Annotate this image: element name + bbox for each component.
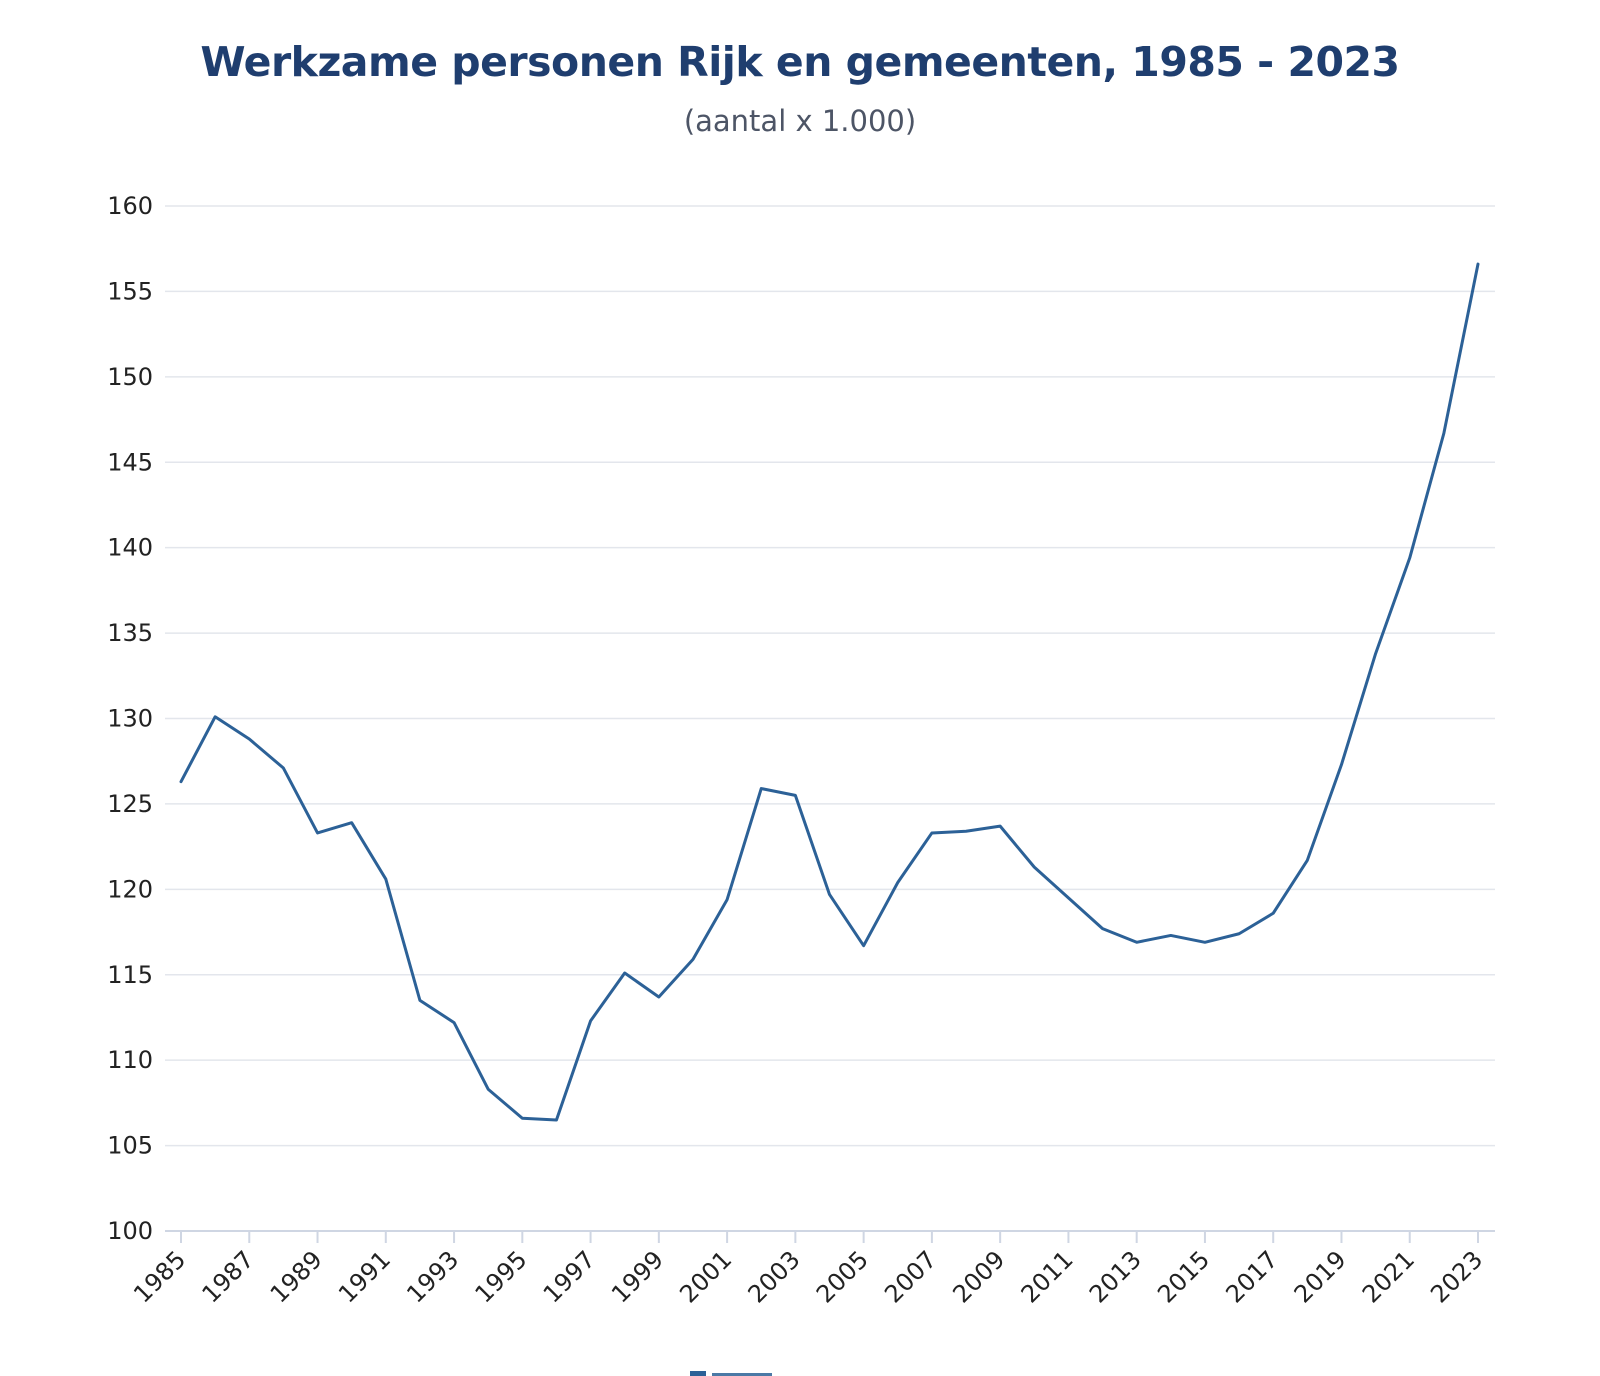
x-tick-label: 1985: [128, 1245, 191, 1308]
y-tick-label: 110: [107, 1046, 153, 1074]
x-tick-label: 2013: [1084, 1245, 1147, 1308]
legend-swatch: [690, 1371, 706, 1376]
x-tick-label: 2009: [947, 1245, 1010, 1308]
x-tick-label: 2001: [674, 1245, 737, 1308]
x-tick-label: 1993: [401, 1245, 464, 1308]
x-tick-label: 2023: [1425, 1245, 1488, 1308]
x-tick-label: 1999: [606, 1245, 669, 1308]
x-tick-label: 2021: [1357, 1245, 1420, 1308]
y-axis-labels: 100 105 110 115 120 125 130 135 140 145 150 155 160: [107, 192, 153, 1245]
x-tick-label: 1989: [265, 1245, 328, 1308]
x-tick-label: 1991: [333, 1245, 396, 1308]
y-tick-label: 120: [107, 875, 153, 903]
gridlines: [165, 205, 1495, 1147]
y-tick-label: 140: [107, 534, 153, 562]
chart-title: Werkzame personen Rijk en gemeenten, 198…: [200, 38, 1400, 86]
series-layer: [179, 262, 1480, 1122]
x-tick-label: 2017: [1220, 1245, 1283, 1308]
x-tick-label: 2011: [1016, 1245, 1079, 1308]
x-tick-label: 2005: [811, 1245, 874, 1308]
x-tick-label: 1995: [470, 1245, 533, 1308]
legend-stub[interactable]: [690, 1366, 840, 1376]
y-tick-label: 160: [107, 192, 153, 220]
x-tick-label: 2015: [1152, 1245, 1215, 1308]
x-axis: [165, 1230, 1495, 1243]
legend-series-marker: [690, 1371, 772, 1376]
series-line: [179, 262, 1480, 1122]
x-tick-label: 2007: [879, 1245, 942, 1308]
y-tick-label: 125: [107, 790, 153, 818]
y-tick-label: 130: [107, 705, 153, 733]
x-tick-label: 1987: [197, 1245, 260, 1308]
x-tick-label: 2003: [743, 1245, 806, 1308]
y-tick-label: 100: [107, 1217, 153, 1245]
x-tick-label: 2019: [1289, 1245, 1352, 1308]
y-tick-label: 145: [107, 448, 153, 476]
chart-subtitle: (aantal x 1.000): [683, 104, 917, 138]
legend-text-top: [712, 1373, 772, 1376]
x-tick-label: 1997: [538, 1245, 601, 1308]
y-tick-label: 150: [107, 363, 153, 391]
y-tick-label: 135: [107, 619, 153, 647]
y-tick-label: 115: [107, 961, 153, 989]
y-tick-label: 155: [107, 277, 153, 305]
y-tick-label: 105: [107, 1132, 153, 1160]
x-axis-labels: 1985 1987 1989 1991 1993 1995 1997 1999 2001 2003…: [128, 1245, 1488, 1308]
